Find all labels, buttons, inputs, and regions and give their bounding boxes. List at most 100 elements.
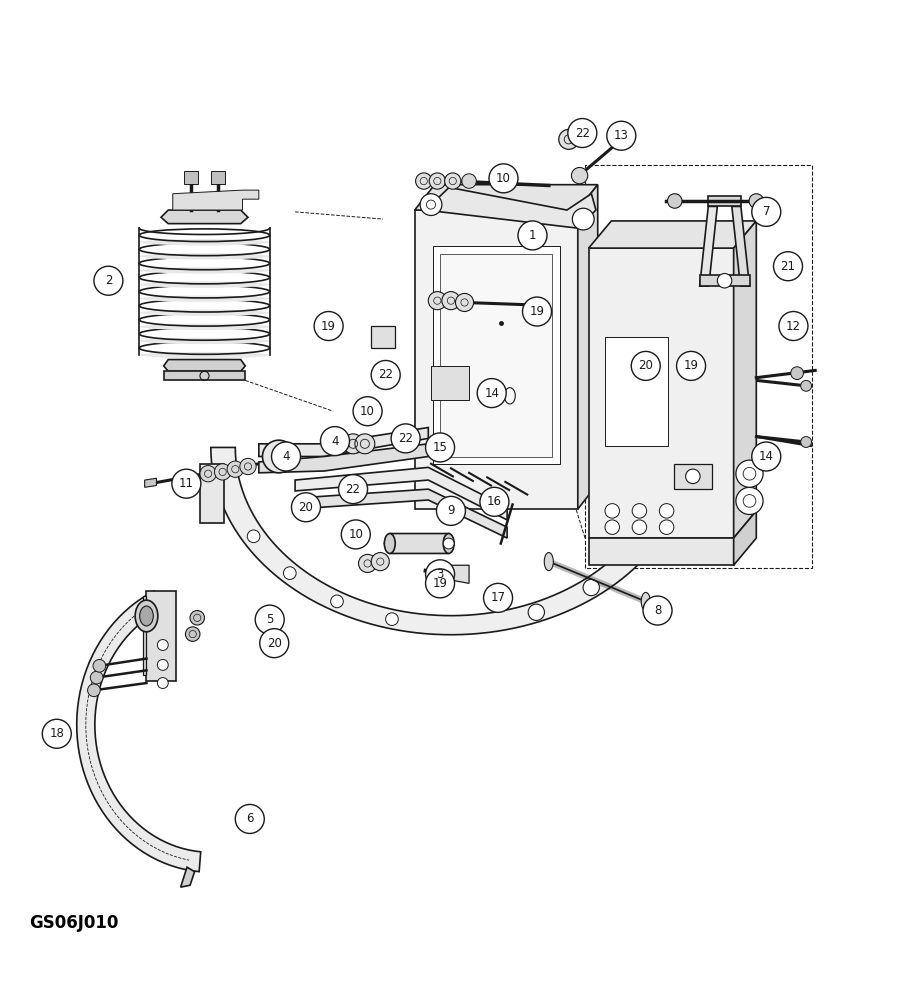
Circle shape <box>157 640 168 650</box>
Circle shape <box>355 434 374 454</box>
Ellipse shape <box>139 267 269 274</box>
Ellipse shape <box>135 600 158 632</box>
Circle shape <box>247 530 260 543</box>
Circle shape <box>800 380 811 391</box>
Ellipse shape <box>139 239 269 245</box>
Circle shape <box>93 659 106 672</box>
Ellipse shape <box>140 606 153 626</box>
Circle shape <box>415 173 431 189</box>
Text: 12: 12 <box>785 320 800 333</box>
Circle shape <box>283 567 296 579</box>
Circle shape <box>685 469 699 484</box>
Circle shape <box>605 504 618 518</box>
Polygon shape <box>258 428 428 457</box>
Text: 4: 4 <box>282 450 289 463</box>
Circle shape <box>330 434 350 454</box>
Ellipse shape <box>139 253 269 260</box>
Circle shape <box>235 804 264 833</box>
Circle shape <box>748 194 763 208</box>
Circle shape <box>214 464 231 480</box>
Circle shape <box>353 397 381 426</box>
Polygon shape <box>384 534 454 553</box>
Circle shape <box>370 360 400 389</box>
Text: 9: 9 <box>447 504 454 517</box>
Circle shape <box>262 440 295 473</box>
Circle shape <box>789 367 802 379</box>
Text: 19: 19 <box>683 359 698 372</box>
Circle shape <box>558 129 578 149</box>
Circle shape <box>425 569 454 598</box>
Circle shape <box>735 460 762 487</box>
Circle shape <box>341 520 369 549</box>
Text: 21: 21 <box>779 260 795 273</box>
Circle shape <box>800 437 811 447</box>
Ellipse shape <box>139 338 269 344</box>
Circle shape <box>455 293 473 312</box>
Circle shape <box>157 678 168 688</box>
Text: 20: 20 <box>267 637 281 650</box>
Text: 17: 17 <box>490 591 505 604</box>
Text: 3: 3 <box>436 568 443 581</box>
Text: 2: 2 <box>105 274 112 287</box>
Text: 10: 10 <box>359 405 375 418</box>
Circle shape <box>528 604 544 620</box>
Circle shape <box>605 520 618 534</box>
Circle shape <box>227 461 244 477</box>
Circle shape <box>630 351 660 380</box>
Polygon shape <box>732 511 755 565</box>
Circle shape <box>428 292 446 310</box>
Ellipse shape <box>139 281 269 288</box>
Text: 14: 14 <box>483 387 499 400</box>
Circle shape <box>483 583 512 612</box>
Circle shape <box>313 312 343 341</box>
Circle shape <box>420 194 441 215</box>
Circle shape <box>461 174 476 188</box>
Text: 22: 22 <box>574 127 589 140</box>
Circle shape <box>522 297 550 326</box>
Polygon shape <box>588 538 732 565</box>
Text: 13: 13 <box>613 129 628 142</box>
Circle shape <box>199 466 216 482</box>
Circle shape <box>441 292 460 310</box>
Text: 20: 20 <box>638 359 652 372</box>
Text: 6: 6 <box>245 812 254 825</box>
Circle shape <box>189 611 204 625</box>
Circle shape <box>751 197 780 226</box>
Text: 19: 19 <box>432 577 447 590</box>
Text: 22: 22 <box>378 368 392 381</box>
Circle shape <box>291 493 320 522</box>
Polygon shape <box>146 591 176 681</box>
Polygon shape <box>430 366 469 400</box>
Circle shape <box>271 449 286 464</box>
Polygon shape <box>732 221 755 538</box>
Ellipse shape <box>139 324 269 330</box>
Text: 11: 11 <box>178 477 194 490</box>
Circle shape <box>271 442 301 471</box>
Ellipse shape <box>139 310 269 316</box>
Circle shape <box>94 266 123 295</box>
Polygon shape <box>295 467 506 520</box>
Text: 15: 15 <box>432 441 447 454</box>
Ellipse shape <box>139 295 269 302</box>
Circle shape <box>735 487 762 514</box>
Circle shape <box>358 554 376 572</box>
Polygon shape <box>76 591 200 872</box>
Polygon shape <box>708 196 740 206</box>
Circle shape <box>717 273 731 288</box>
Circle shape <box>572 208 594 230</box>
Polygon shape <box>699 206 717 286</box>
Text: 4: 4 <box>331 435 338 448</box>
Circle shape <box>517 221 547 250</box>
Circle shape <box>642 596 671 625</box>
Circle shape <box>172 469 200 498</box>
Text: 7: 7 <box>762 205 769 218</box>
Circle shape <box>429 173 445 189</box>
Polygon shape <box>184 171 198 184</box>
Polygon shape <box>448 565 469 583</box>
Polygon shape <box>439 254 551 457</box>
Circle shape <box>157 659 168 670</box>
Circle shape <box>255 605 284 634</box>
Polygon shape <box>432 246 559 464</box>
Circle shape <box>391 424 420 453</box>
Text: 19: 19 <box>321 320 335 333</box>
